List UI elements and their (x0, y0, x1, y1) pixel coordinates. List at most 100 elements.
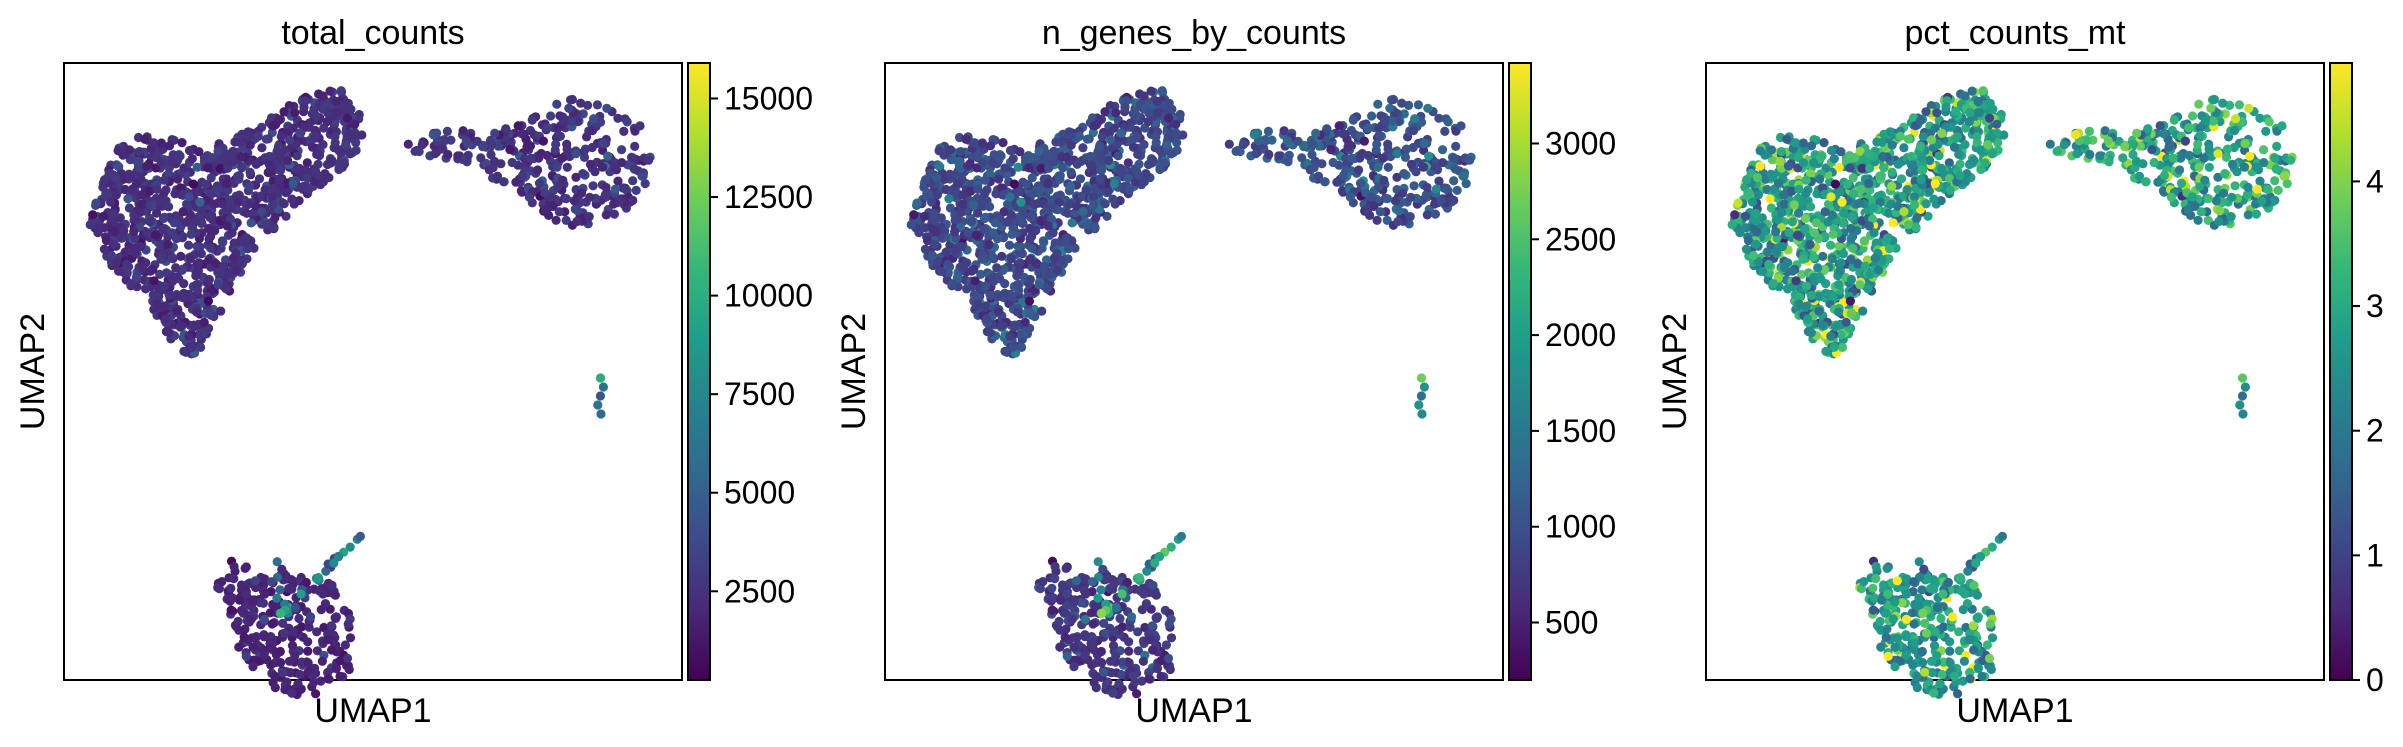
scatter-point (1864, 178, 1874, 189)
scatter-point (351, 138, 361, 148)
scatter-point (629, 164, 640, 174)
scatter-point (1035, 184, 1045, 195)
scatter-point (1007, 229, 1017, 239)
scatter-point (276, 658, 286, 668)
scatter-point (1848, 173, 1858, 183)
scatter-point (158, 224, 168, 234)
scatter-point (988, 252, 998, 262)
scatter-point (1837, 197, 1847, 207)
scatter-point (545, 192, 556, 202)
scatter-point (1811, 218, 1821, 228)
scatter-point (313, 573, 323, 583)
scatter-point (1263, 126, 1273, 136)
scatter-point (1863, 284, 1873, 294)
scatter-point (443, 149, 453, 160)
scatter-point (1792, 230, 1803, 240)
scatter-point (2255, 176, 2265, 186)
scatter-point (2227, 192, 2237, 202)
scatter-point (2164, 142, 2174, 152)
scatter-point (1752, 172, 1763, 183)
scatter-point (1307, 150, 1317, 160)
scatter-point (2264, 117, 2274, 127)
scatter-point (1025, 254, 1035, 264)
scatter-point (110, 172, 121, 183)
scatter-point (1848, 243, 1858, 253)
scatter-point (1148, 155, 1158, 165)
scatter-point (124, 145, 135, 155)
scatter-point (226, 605, 236, 615)
scatter-point (1777, 208, 1787, 218)
scatter-point (984, 239, 994, 250)
scatter-point (1017, 249, 1027, 259)
scatter-point (1066, 140, 1076, 150)
scatter-point (985, 141, 996, 151)
scatter-point (1075, 174, 1086, 184)
scatter-point (1747, 197, 1758, 207)
scatter-point (280, 574, 290, 584)
scatter-point (598, 138, 608, 149)
scatter-point (1755, 146, 1765, 156)
panel-title: pct_counts_mt (1904, 14, 2126, 52)
scatter-point (977, 158, 988, 168)
scatter-point (988, 158, 998, 168)
scatter-point (1038, 577, 1048, 587)
scatter-point (1806, 202, 1816, 212)
scatter-point (100, 175, 110, 185)
scatter-point (323, 674, 333, 684)
scatter-point (1043, 221, 1053, 231)
scatter-point (1814, 306, 1824, 316)
scatter-point (221, 284, 231, 294)
scatter-point (934, 161, 944, 171)
scatter-point (2128, 150, 2138, 160)
scatter-point (554, 207, 564, 217)
scatter-point (1902, 185, 1912, 195)
scatter-point (1091, 213, 1101, 223)
scatter-point (428, 130, 438, 140)
scatter-point (613, 176, 623, 186)
scatter-point (206, 189, 217, 199)
scatter-point (1115, 613, 1125, 624)
scatter-point (164, 169, 174, 179)
scatter-point (1955, 170, 1965, 181)
scatter-point (1105, 656, 1116, 666)
scatter-point (1017, 342, 1027, 352)
scatter-point (1431, 184, 1441, 194)
scatter-point (1343, 142, 1353, 152)
scatter-point (1100, 107, 1110, 117)
scatter-point (980, 281, 991, 291)
scatter-point (1887, 167, 1897, 177)
scatter-point (2103, 136, 2113, 146)
scatter-point (225, 214, 236, 224)
scatter-point (1917, 165, 1927, 175)
scatter-point (1159, 158, 1169, 168)
scatter-point (340, 640, 350, 650)
scatter-point (2272, 141, 2282, 151)
scatter-point (1813, 263, 1823, 273)
scatter-point (1945, 185, 1955, 195)
scatter-point (442, 126, 452, 136)
scatter-point (1028, 153, 1039, 163)
scatter-point (1047, 605, 1057, 615)
scatter-point (1143, 635, 1153, 645)
scatter-point (331, 664, 341, 674)
scatter-point (1422, 182, 1432, 192)
scatter-point (486, 150, 496, 160)
scatter-point (478, 142, 488, 152)
scatter-point (2188, 111, 2198, 121)
scatter-point (2231, 114, 2241, 124)
scatter-point (1338, 129, 1348, 139)
scatter-point (1838, 249, 1848, 259)
scatter-point (1771, 227, 1781, 237)
scatter-point (1249, 130, 1259, 140)
scatter-point (171, 291, 181, 301)
scatter-point (1109, 179, 1119, 189)
scatter-point (158, 214, 169, 224)
scatter-point (116, 266, 126, 276)
scatter-point (524, 192, 535, 202)
scatter-point (579, 152, 590, 162)
scatter-point (253, 131, 263, 141)
scatter-point (2132, 128, 2142, 138)
scatter-point (1056, 137, 1066, 147)
scatter-point (2168, 153, 2178, 163)
